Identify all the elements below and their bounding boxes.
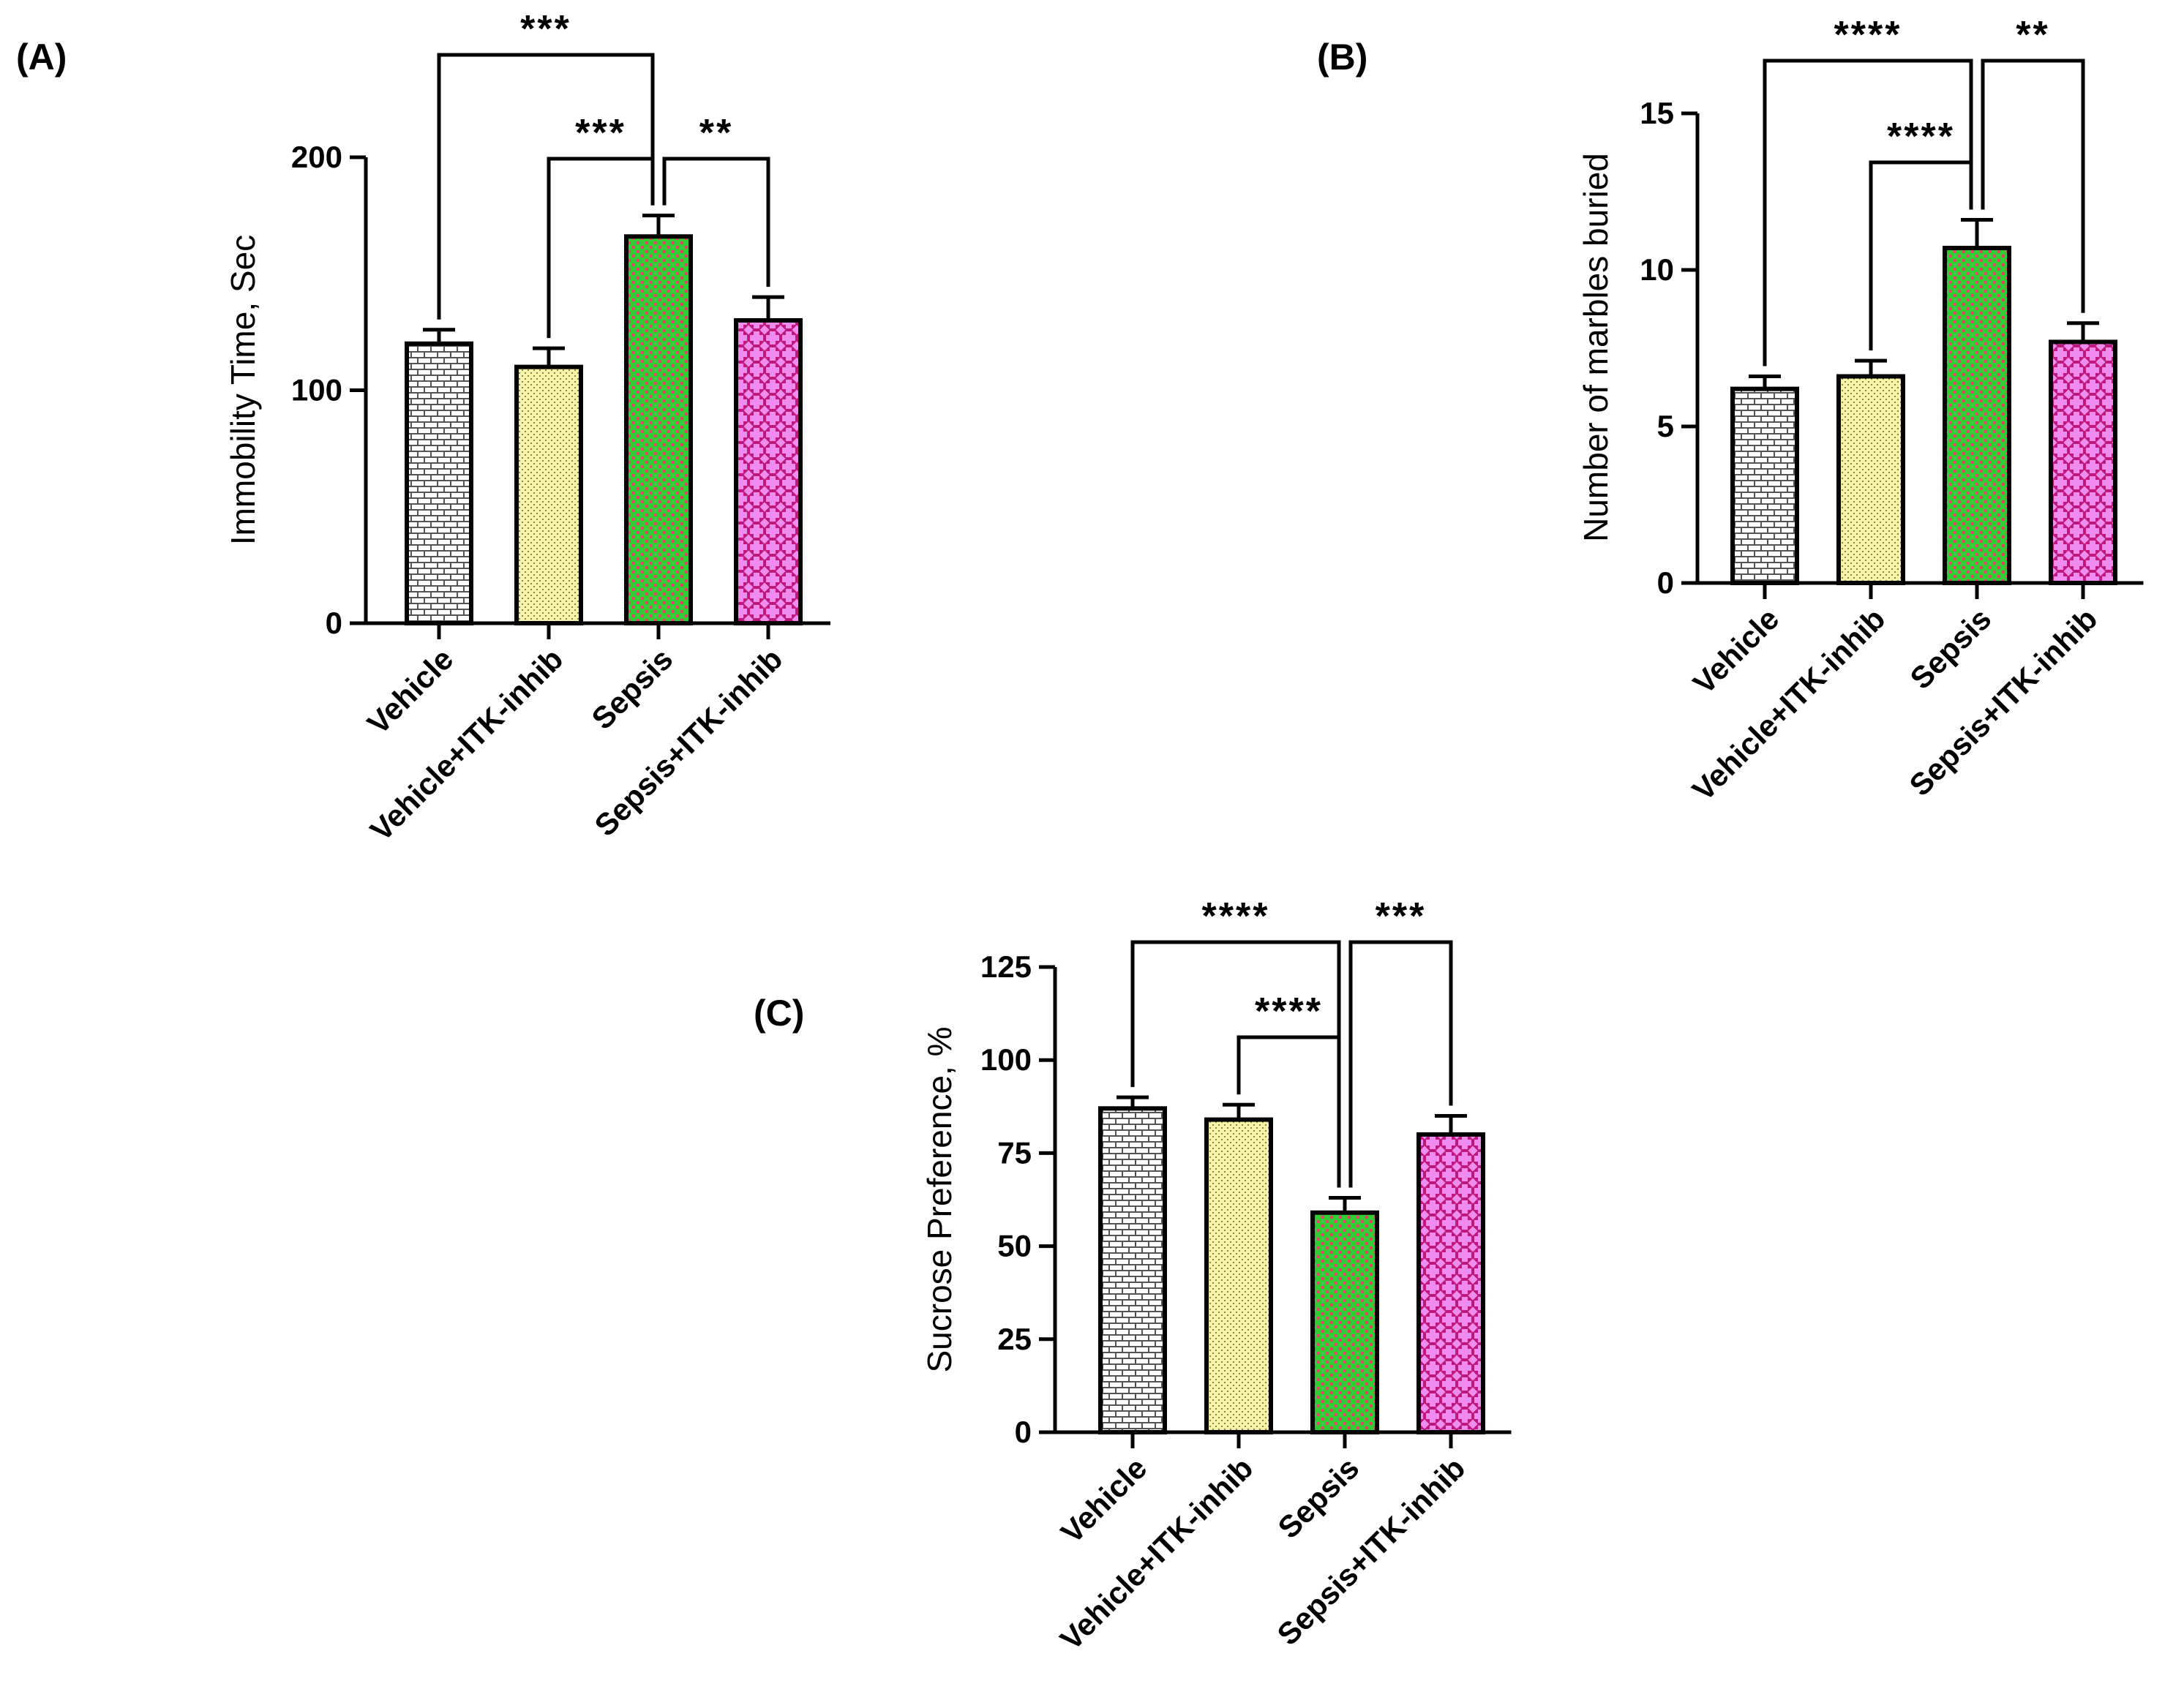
- y-tick-label: 5: [1657, 409, 1674, 443]
- category-label-sepsis-itk-inhib: Sepsis+ITK-inhib: [1270, 1451, 1471, 1652]
- bar-sepsis-itk-inhib: [2049, 339, 2117, 585]
- significance-label: **: [2016, 14, 2049, 56]
- y-tick-label: 50: [997, 1229, 1032, 1263]
- category-label-vehicle: Vehicle: [361, 642, 460, 741]
- category-label-sepsis: Sepsis: [585, 642, 679, 736]
- panel-label: (B): [1317, 37, 1367, 78]
- significance-bracket: [1763, 59, 1973, 366]
- bar-vehicle: [405, 341, 473, 625]
- category-label-sepsis-itk-inhib: Sepsis+ITK-inhib: [588, 642, 789, 843]
- significance-bracket: [1869, 160, 1973, 351]
- bar-sepsis-itk-inhib: [1416, 1132, 1485, 1434]
- y-tick-label: 100: [291, 373, 342, 407]
- y-tick-label: 125: [980, 949, 1032, 984]
- y-tick-label: 25: [997, 1322, 1032, 1356]
- category-label-vehicle: Vehicle: [1054, 1451, 1154, 1550]
- y-tick-label: 15: [1640, 96, 1674, 130]
- category-label-vehicle-itk-inhib: Vehicle+ITK-inhib: [1686, 601, 1892, 808]
- y-tick-label: 200: [291, 140, 342, 174]
- bar-vehicle-itk-inhib: [1204, 1117, 1273, 1435]
- significance-label: ****: [1834, 14, 1902, 56]
- significance-bracket: [1348, 940, 1453, 1188]
- y-axis-title: Immobility Time, Sec: [224, 235, 262, 545]
- y-tick-label: 10: [1640, 252, 1674, 287]
- significance-bracket: [547, 157, 655, 339]
- bar-vehicle-itk-inhib: [514, 364, 583, 625]
- significance-label: ****: [1887, 116, 1955, 158]
- significance-bracket: [1237, 1035, 1341, 1188]
- panel-b-chart: (B) 0 5 10 15 Number of marbles buried Vehicle…: [1317, 14, 2144, 808]
- bar-sepsis: [1943, 246, 2011, 585]
- y-axis-title: Sucrose Preference, %: [920, 1026, 958, 1372]
- significance-bracket: [662, 157, 770, 287]
- bar-vehicle-itk-inhib: [1836, 374, 1905, 586]
- significance-label: ****: [1255, 990, 1323, 1033]
- y-tick-label: 0: [1657, 565, 1674, 600]
- category-label-sepsis: Sepsis: [1271, 1451, 1365, 1545]
- category-label-sepsis: Sepsis: [1903, 601, 1997, 696]
- significance-label: ***: [575, 112, 626, 154]
- bar-sepsis: [1310, 1210, 1379, 1434]
- y-tick-label: 100: [980, 1042, 1032, 1077]
- significance-label: **: [699, 112, 733, 154]
- category-label-vehicle-itk-inhib: Vehicle+ITK-inhib: [364, 642, 570, 848]
- y-tick-label: 0: [1015, 1415, 1032, 1449]
- panel-label: (A): [16, 37, 67, 78]
- panel-c-chart: (C) 0 25 50 75 100 125 Sucrose Preference, % Veh…: [754, 895, 1512, 1657]
- category-label-vehicle-itk-inhib: Vehicle+ITK-inhib: [1054, 1451, 1260, 1657]
- significance-bracket: [437, 53, 655, 320]
- y-tick-label: 0: [326, 606, 342, 640]
- bar-vehicle: [1098, 1106, 1167, 1434]
- significance-bracket: [1981, 59, 2085, 313]
- significance-label: ***: [520, 8, 571, 50]
- significance-label: ***: [1376, 895, 1427, 938]
- y-axis-title: Number of marbles buried: [1577, 153, 1615, 542]
- bar-vehicle: [1730, 386, 1799, 585]
- y-tick-label: 75: [997, 1135, 1032, 1170]
- bar-sepsis: [624, 234, 693, 626]
- panel-label: (C): [754, 993, 804, 1034]
- panel-a-chart: (A) 0 100 200 Immobility Time, Sec VehicleVeh…: [16, 8, 830, 848]
- category-label-vehicle: Vehicle: [1686, 601, 1786, 701]
- bar-sepsis-itk-inhib: [734, 317, 803, 625]
- significance-label: ****: [1202, 895, 1270, 938]
- category-label-sepsis-itk-inhib: Sepsis+ITK-inhib: [1902, 601, 2104, 802]
